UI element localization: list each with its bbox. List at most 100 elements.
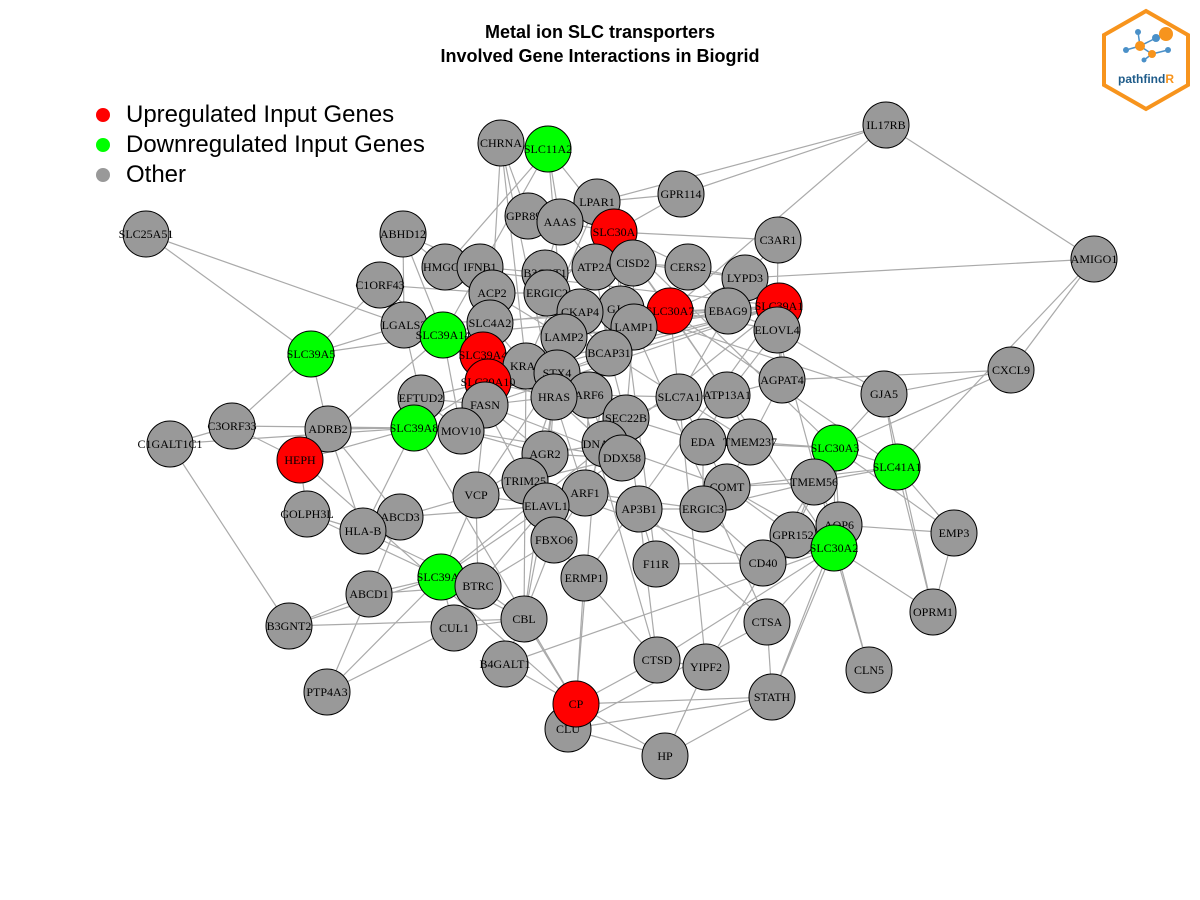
node-cul1: CUL1 [430, 604, 478, 652]
node-label-chrna5: CHRNA [480, 136, 522, 150]
node-agpat4: AGPAT4 [758, 356, 806, 404]
node-ctsd: CTSD [633, 636, 681, 684]
node-label-ap3b1: AP3B1 [621, 502, 656, 516]
node-fbxo6: FBXO6 [530, 516, 578, 564]
edge-clu-stath [567, 696, 773, 730]
chart-title: Metal ion SLC transporters Involved Gene… [0, 20, 1200, 68]
node-bcap31: BCAP31 [585, 329, 633, 377]
node-circle-slc30a3 [811, 424, 859, 472]
node-slc41a1: SLC41A1 [873, 443, 921, 491]
node-label-cd40: CD40 [749, 556, 778, 570]
node-label-heph: HEPH [284, 453, 316, 467]
node-circle-ermp1 [560, 554, 608, 602]
node-label-f11r: F11R [643, 557, 669, 571]
edge-slc11a2-hmgcr [444, 148, 549, 268]
node-label-atp13a1: ATP13A1 [703, 388, 751, 402]
node-label-slc7a1: SLC7A1 [658, 390, 701, 404]
node-label-ptp4a3: PTP4A3 [306, 685, 347, 699]
node-circle-ptp4a3 [303, 668, 351, 716]
edge-cxcl9-slc30a3 [834, 369, 1012, 449]
node-label-abcd3: ABCD3 [380, 510, 419, 524]
node-label-aaas: AAAS [544, 215, 577, 229]
node-cln5: CLN5 [845, 646, 893, 694]
node-hla-b: HLA-B [339, 507, 387, 555]
node-circle-yipf2 [682, 643, 730, 691]
node-hp: HP [641, 732, 689, 780]
node-label-gpr152: GPR152 [772, 528, 813, 542]
node-circle-slc39a8 [390, 404, 438, 452]
node-label-vcp: VCP [464, 488, 488, 502]
node-slc39a5: SLC39A5 [287, 330, 335, 378]
node-circle-c1orf43 [356, 261, 404, 309]
node-label-c3orf33: C3ORF33 [207, 419, 256, 433]
node-label-ebag9: EBAG9 [709, 304, 748, 318]
node-stath: STATH [748, 673, 796, 721]
node-circle-ctsa [743, 598, 791, 646]
node-slc30a7: SLC30A7 [646, 287, 695, 335]
node-layer: CHRNA SLC11A2IL17RBLPAR1GPR114GPR89AAAASS… [119, 101, 1118, 780]
node-circle-slc39a14 [419, 311, 467, 359]
node-ptp4a3: PTP4A3 [303, 668, 351, 716]
node-label-lpar1: LPAR1 [579, 195, 615, 209]
node-atp13a1: ATP13A1 [703, 371, 751, 419]
node-label-cbl: CBL [512, 612, 535, 626]
node-label-yipf2: YIPF2 [690, 660, 722, 674]
node-b3gnt2: B3GNT2 [265, 602, 313, 650]
node-label-eda: EDA [691, 435, 716, 449]
edge-oprm1-gja5 [883, 393, 934, 613]
edge-ptp4a3-slc39a3 [326, 576, 442, 693]
node-circle-bcap31 [585, 329, 633, 377]
node-emp3: EMP3 [930, 509, 978, 557]
node-label-c1orf43: C1ORF43 [355, 278, 404, 292]
node-label-slc30a1: SLC30A [593, 225, 636, 239]
node-label-cln5: CLN5 [854, 663, 884, 677]
edge-il17rb-lpar1 [596, 124, 887, 203]
node-circle-hras [530, 373, 578, 421]
node-circle-cxcl9 [987, 346, 1035, 394]
node-label-c3ar1: C3AR1 [760, 233, 797, 247]
node-label-cul1: CUL1 [439, 621, 469, 635]
node-label-slc39a14: SLC39A14 [416, 328, 471, 342]
node-circle-atp13a1 [703, 371, 751, 419]
node-fasn: FASN [461, 381, 509, 429]
node-circle-slc39a5 [287, 330, 335, 378]
node-aaas: AAAS [536, 198, 584, 246]
edge-ctsd-slc30a2 [656, 547, 835, 661]
node-circle-c1galt1c1 [146, 420, 194, 468]
node-label-slc30a7: SLC30A7 [646, 304, 695, 318]
node-label-slc30a2: SLC30A2 [810, 541, 859, 555]
node-mov10: MOV10 [437, 407, 485, 455]
node-label-abcd1: ABCD1 [349, 587, 388, 601]
node-circle-ap3b1 [615, 485, 663, 533]
node-abhd12: ABHD12 [379, 210, 427, 258]
legend-item-up: Upregulated Input Genes [96, 100, 425, 130]
node-gja5: GJA5 [860, 370, 908, 418]
node-label-agpat4: AGPAT4 [760, 373, 804, 387]
edge-cp-stath [575, 696, 773, 705]
node-cbl: CBL [500, 595, 548, 643]
node-cers2: CERS2 [664, 243, 712, 291]
node-circle-agpat4 [758, 356, 806, 404]
node-f11r: F11R [632, 540, 680, 588]
node-circle-abcd1 [345, 570, 393, 618]
node-circle-aaas [536, 198, 584, 246]
node-lgals3: LGALS3 [380, 301, 428, 349]
node-eda: EDA [679, 418, 727, 466]
node-label-hmgcr: HMGCR [423, 260, 467, 274]
node-slc39a14: SLC39A14 [416, 311, 471, 359]
node-circle-adrb2 [304, 405, 352, 453]
node-label-tmem56: TMEM56 [790, 475, 838, 489]
node-label-cers2: CERS2 [670, 260, 706, 274]
node-heph: HEPH [276, 436, 324, 484]
node-label-cp: CP [569, 697, 584, 711]
node-label-slc11a2: SLC11A2 [524, 142, 572, 156]
node-circle-elovl4 [753, 306, 801, 354]
logo-text: pathfindR [1100, 72, 1192, 86]
legend-up-dot [96, 108, 110, 122]
node-circle-cd40 [739, 539, 787, 587]
node-label-lamp2: LAMP2 [544, 330, 583, 344]
node-label-hras: HRAS [538, 390, 570, 404]
node-ergic3: ERGIC3 [679, 485, 727, 533]
node-circle-tmem56 [790, 458, 838, 506]
legend-other-dot [96, 168, 110, 182]
